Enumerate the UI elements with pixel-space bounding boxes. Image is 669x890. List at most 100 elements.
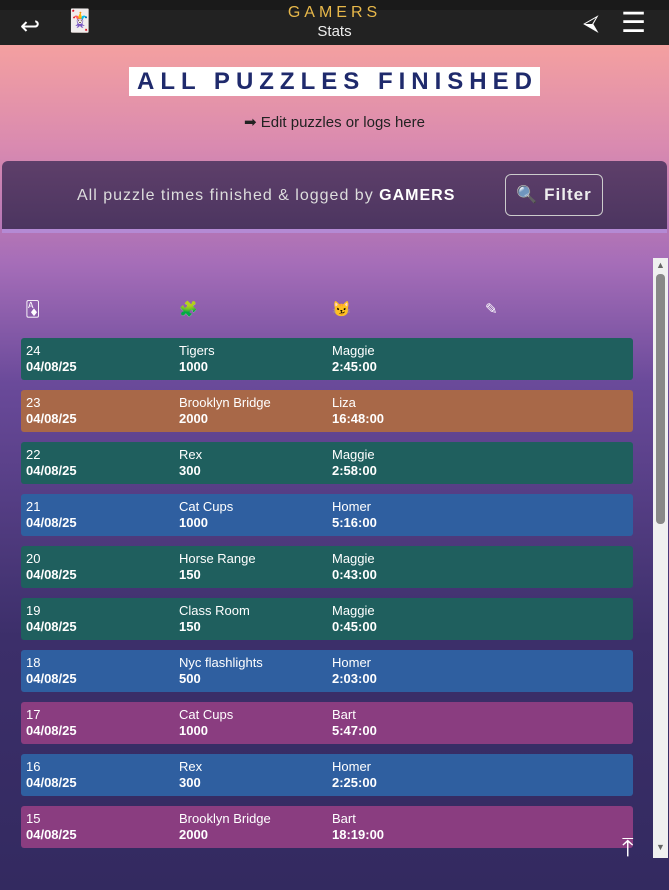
row-date: 04/08/25 <box>26 723 77 738</box>
top-bar: ↩ 🃏 GAMERS Stats ⮘ ☰ <box>0 0 669 45</box>
table-row[interactable]: 24 04/08/25 Tigers 1000 Maggie 2:45:00 <box>21 338 633 380</box>
solver-name: Homer <box>332 655 372 670</box>
puzzle-pieces: 2000 <box>179 411 208 426</box>
row-cell: Homer 2:25:00 <box>332 759 377 791</box>
puzzle-name: Tigers <box>179 343 215 358</box>
row-date: 04/08/25 <box>26 411 77 426</box>
puzzle-pieces: 1000 <box>179 723 208 738</box>
hamburger-menu-icon[interactable]: ☰ <box>621 7 647 38</box>
puzzle-name: Rex <box>179 759 203 774</box>
solve-time: 0:43:00 <box>332 567 377 582</box>
row-date: 04/08/25 <box>26 619 77 634</box>
row-cell: Homer 2:03:00 <box>332 655 377 687</box>
row-cell: Rex 300 <box>179 447 202 479</box>
row-cell: Cat Cups 1000 <box>179 707 233 739</box>
table-row[interactable]: 22 04/08/25 Rex 300 Maggie 2:58:00 <box>21 442 633 484</box>
filter-button[interactable]: 🔍 Filter <box>505 174 603 216</box>
row-cell: Maggie 2:45:00 <box>332 343 377 375</box>
row-number: 24 <box>26 343 41 358</box>
row-number: 16 <box>26 759 41 774</box>
puzzle-name: Nyc flashlights <box>179 655 263 670</box>
table-row[interactable]: 16 04/08/25 Rex 300 Homer 2:25:00 <box>21 754 633 796</box>
row-cell: 24 04/08/25 <box>26 343 77 375</box>
puzzle-name: Class Room <box>179 603 250 618</box>
header-pencil-icon: ✎ <box>485 301 498 318</box>
row-number: 18 <box>26 655 41 670</box>
page-title: ALL PUZZLES FINISHED <box>129 67 540 96</box>
puzzle-name: Rex <box>179 447 203 462</box>
row-cell: Nyc flashlights 500 <box>179 655 263 687</box>
header-puzzle-icon: 🧩 <box>179 301 198 318</box>
row-number: 15 <box>26 811 41 826</box>
row-date: 04/08/25 <box>26 463 77 478</box>
row-cell: 23 04/08/25 <box>26 395 77 427</box>
row-cell: Class Room 150 <box>179 603 250 635</box>
page-subtitle: Stats <box>317 23 352 40</box>
row-cell: Maggie 0:43:00 <box>332 551 377 583</box>
sign-in-icon[interactable]: ⮘ <box>583 10 599 35</box>
table-row[interactable]: 19 04/08/25 Class Room 150 Maggie 0:45:00 <box>21 598 633 640</box>
solver-name: Bart <box>332 707 356 722</box>
row-cell: 16 04/08/25 <box>26 759 77 791</box>
row-date: 04/08/25 <box>26 775 77 790</box>
table-row[interactable]: 20 04/08/25 Horse Range 150 Maggie 0:43:00 <box>21 546 633 588</box>
cards-icon[interactable]: 🃏 <box>66 8 94 33</box>
table-scrollbar[interactable]: ▲ ▼ <box>653 258 668 858</box>
row-cell: 21 04/08/25 <box>26 499 77 531</box>
row-cell: 20 04/08/25 <box>26 551 77 583</box>
row-cell: Rex 300 <box>179 759 202 791</box>
banner-text: All puzzle times finished & logged by GA… <box>77 187 455 205</box>
row-cell: Horse Range 150 <box>179 551 256 583</box>
row-cell: 22 04/08/25 <box>26 447 77 479</box>
row-date: 04/08/25 <box>26 827 77 842</box>
table-row[interactable]: 18 04/08/25 Nyc flashlights 500 Homer 2:03:00 <box>21 650 633 692</box>
puzzle-pieces: 150 <box>179 619 201 634</box>
puzzle-pieces: 1000 <box>179 515 208 530</box>
row-cell: Brooklyn Bridge 2000 <box>179 395 271 427</box>
row-cell: Maggie 0:45:00 <box>332 603 377 635</box>
puzzle-pieces: 2000 <box>179 827 208 842</box>
puzzle-name: Brooklyn Bridge <box>179 395 271 410</box>
brand-title[interactable]: GAMERS <box>287 4 382 21</box>
puzzle-pieces: 500 <box>179 671 201 686</box>
table-row[interactable]: 23 04/08/25 Brooklyn Bridge 2000 Liza 16:48:0… <box>21 390 633 432</box>
row-date: 04/08/25 <box>26 567 77 582</box>
puzzle-pieces: 1000 <box>179 359 208 374</box>
puzzle-pieces: 150 <box>179 567 201 582</box>
row-number: 21 <box>26 499 41 514</box>
header-cat-icon: 😼 <box>332 301 351 318</box>
row-number: 23 <box>26 395 41 410</box>
scrollbar-thumb[interactable] <box>656 274 665 524</box>
row-cell: Maggie 2:58:00 <box>332 447 377 479</box>
solve-time: 5:47:00 <box>332 723 377 738</box>
solve-time: 2:45:00 <box>332 359 377 374</box>
row-cell: Liza 16:48:00 <box>332 395 384 427</box>
scroll-to-top-icon[interactable]: ⤒ <box>622 832 634 862</box>
solver-name: Maggie <box>332 447 375 462</box>
table-row[interactable]: 15 04/08/25 Brooklyn Bridge 2000 Bart 18:19:0… <box>21 806 633 848</box>
puzzle-pieces: 300 <box>179 463 201 478</box>
solve-time: 2:25:00 <box>332 775 377 790</box>
table-row[interactable]: 17 04/08/25 Cat Cups 1000 Bart 5:47:00 <box>21 702 633 744</box>
solver-name: Bart <box>332 811 356 826</box>
scroll-down-arrow-icon[interactable]: ▼ <box>656 842 665 852</box>
back-arrow-icon[interactable]: ↩ <box>20 13 41 40</box>
row-date: 04/08/25 <box>26 359 77 374</box>
solve-time: 16:48:00 <box>332 411 385 426</box>
main-content: ALL PUZZLES FINISHED ➡ Edit puzzles or l… <box>0 45 669 890</box>
row-number: 17 <box>26 707 41 722</box>
puzzle-name: Horse Range <box>179 551 256 566</box>
solve-time: 2:03:00 <box>332 671 377 686</box>
row-cell: 15 04/08/25 <box>26 811 77 843</box>
table-row[interactable]: 21 04/08/25 Cat Cups 1000 Homer 5:16:00 <box>21 494 633 536</box>
scroll-up-arrow-icon[interactable]: ▲ <box>656 260 665 270</box>
solve-time: 5:16:00 <box>332 515 377 530</box>
edit-puzzles-link[interactable]: ➡ Edit puzzles or logs here <box>244 114 425 131</box>
row-date: 04/08/25 <box>26 515 77 530</box>
row-cell: Homer 5:16:00 <box>332 499 377 531</box>
row-date: 04/08/25 <box>26 671 77 686</box>
solve-time: 0:45:00 <box>332 619 377 634</box>
row-cell: Bart 18:19:00 <box>332 811 384 843</box>
solver-name: Maggie <box>332 551 375 566</box>
row-number: 20 <box>26 551 41 566</box>
